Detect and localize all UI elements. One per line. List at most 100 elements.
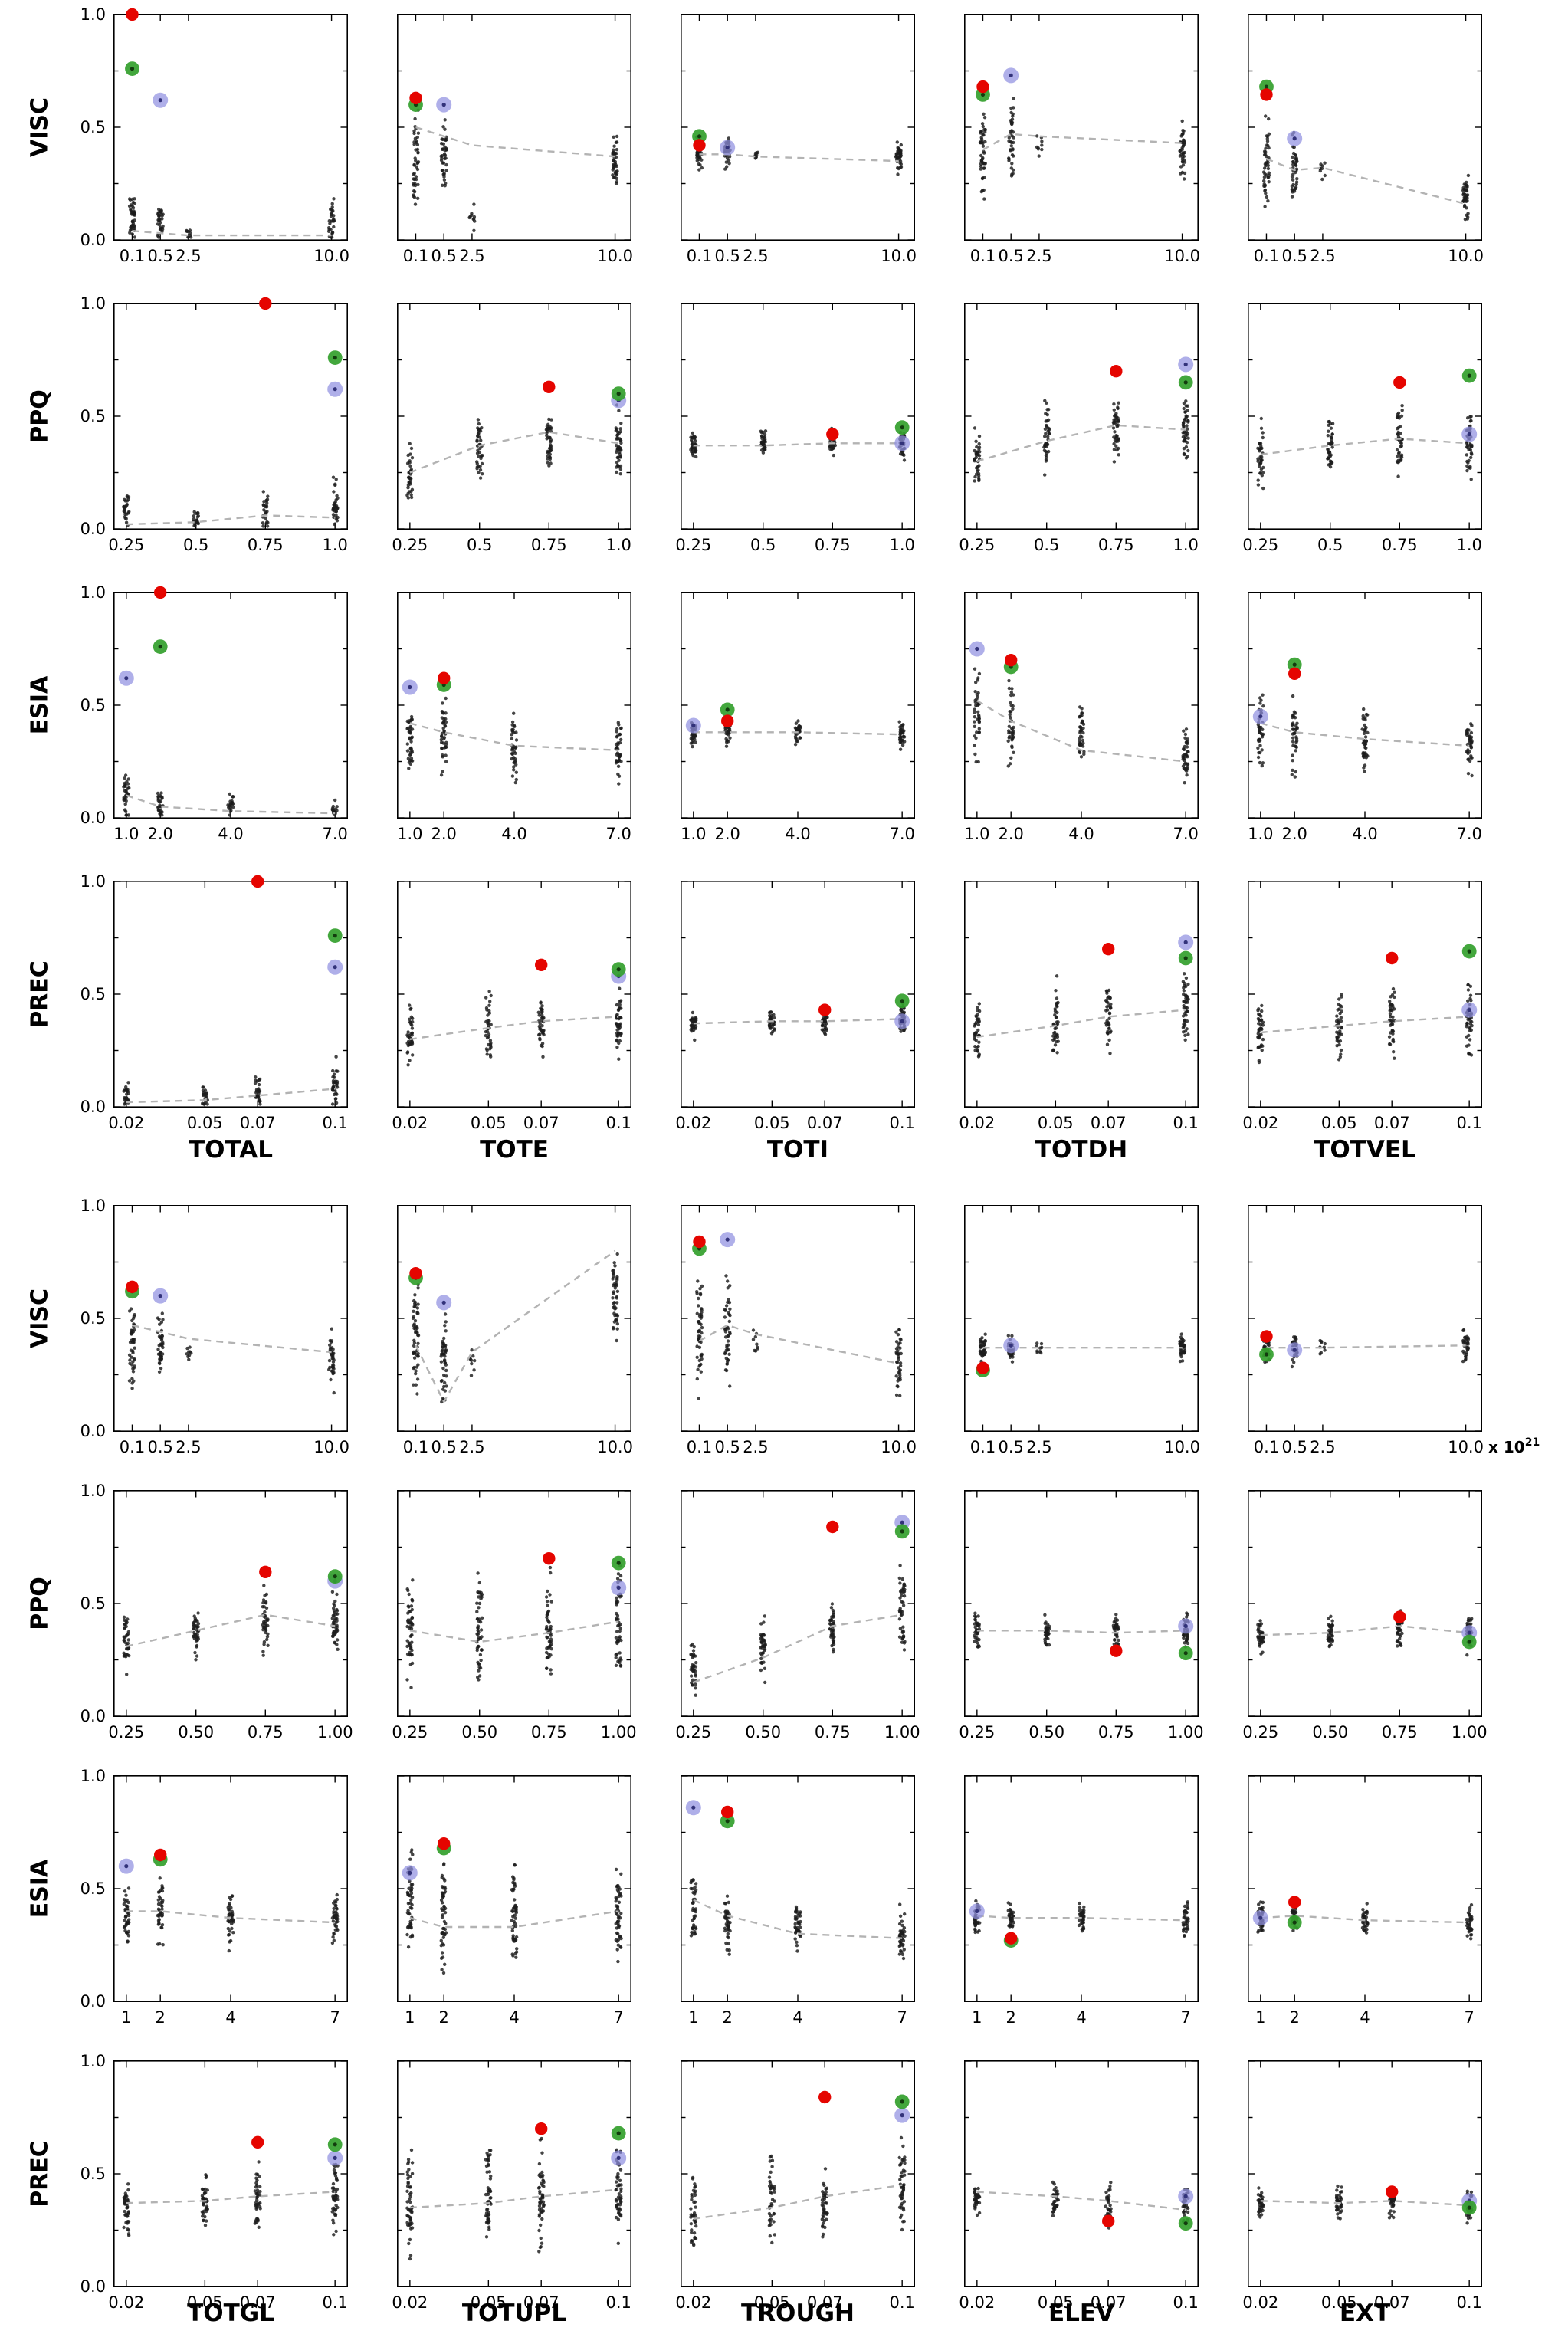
panel-ppq-totgl: 0.25 0.50 0.75 1.00	[108, 1490, 353, 1741]
x-tick-label: 0.1	[687, 1438, 712, 1456]
axis-ticks	[965, 592, 1198, 819]
x-tick-label: 2.5	[459, 1438, 484, 1456]
marker-red-dot	[438, 1837, 451, 1850]
x-tick-label: 7	[1181, 2008, 1191, 2027]
panel-prec-totupl: 0.02 0.05 0.07 0.1	[392, 2060, 631, 2312]
panel-visc-totupl: 0.1 0.5 2.5 10.0	[397, 1205, 633, 1456]
axes-border	[113, 14, 348, 241]
x-tick-label: 1.00	[601, 1723, 637, 1741]
x-tick-label: 2	[156, 2008, 166, 2027]
marker-red-dot	[154, 586, 167, 599]
scatter-points	[127, 1307, 336, 1395]
marker-red-dot	[693, 139, 706, 152]
axis-ticks	[398, 1490, 631, 1717]
axes-border	[1248, 881, 1482, 1108]
x-tick-label: 0.05	[1321, 2293, 1357, 2312]
scatter-points	[1256, 1609, 1474, 1657]
axes-border	[681, 1775, 915, 2002]
x-tick-label: 0.5	[1281, 247, 1307, 265]
x-tick-label: 0.75	[1098, 536, 1134, 554]
axis-ticks	[1248, 881, 1481, 1108]
axis-ticks	[114, 2060, 347, 2287]
panel-esia-trough: 1 2 4 7	[681, 1775, 915, 2027]
trend-dashed-line	[699, 153, 899, 162]
x-tick-label: 2.0	[714, 825, 740, 843]
marker-blue-dot	[894, 435, 910, 451]
axis-ticks	[681, 2060, 914, 2287]
axis-ticks	[965, 303, 1198, 530]
axis-multiplier-note: x 1021	[1488, 1436, 1540, 1456]
panel-prec-totgl: 0.02 0.05 0.07 0.1	[108, 2060, 348, 2312]
marker-red-dot	[976, 1361, 989, 1374]
x-tick-label: 1.0	[964, 825, 989, 843]
marker-red-dot	[818, 1003, 832, 1016]
x-tick-label: 0.05	[1038, 1114, 1074, 1132]
marker-red-dot	[438, 671, 451, 684]
scatter-points	[122, 475, 340, 528]
marker-green-dot	[1178, 2216, 1193, 2231]
marker-red-dot	[721, 714, 734, 727]
axis-ticks	[681, 14, 914, 241]
x-tick-label: 0.1	[1173, 1114, 1198, 1132]
x-tick-label: 0.07	[807, 1114, 843, 1132]
marker-green-dot	[692, 129, 707, 144]
x-tick-label: 0.07	[1374, 1114, 1410, 1132]
scatter-points	[122, 1055, 340, 1106]
trend-dashed-line	[415, 126, 615, 158]
x-tick-label: 7.0	[1173, 825, 1198, 843]
row-label-prec: PREC	[26, 960, 54, 1028]
marker-blue-dot	[1461, 1002, 1478, 1018]
marker-green-dot	[1461, 944, 1477, 959]
marker-red-dot	[818, 2090, 832, 2104]
x-tick-label: 0.75	[1382, 1723, 1418, 1741]
x-tick-label: 4	[509, 2008, 519, 2027]
marker-blue-dot	[1461, 426, 1478, 442]
trend-dashed-line	[126, 1613, 336, 1648]
x-tick-label: 0.07	[523, 1114, 559, 1132]
x-tick-label: 0.02	[959, 2293, 995, 2312]
row-label-prec: PREC	[26, 2140, 54, 2208]
panel-visc-totdh: 0.1 0.5 2.5 10.0	[964, 14, 1200, 265]
column-label-total: TOTAL	[189, 1136, 273, 1164]
marker-blue-dot	[153, 92, 169, 108]
axes-border	[1248, 2060, 1482, 2287]
axes-border	[113, 1490, 348, 1717]
marker-red-dot	[259, 1565, 272, 1578]
x-tick-label: 4	[1076, 2008, 1086, 2027]
x-tick-label: 0.25	[675, 536, 711, 554]
panel-esia-total: 1.0 2.0 4.0 7.0	[113, 586, 348, 843]
x-tick-label: 0.1	[605, 1114, 631, 1132]
x-tick-label: 1.0	[889, 536, 914, 554]
y-tick-label: 0.5	[80, 2165, 106, 2183]
marker-green-dot	[1287, 657, 1302, 672]
x-tick-label: 0.25	[675, 1723, 711, 1741]
axes-border	[113, 2060, 348, 2287]
x-tick-label: 1.00	[1452, 1723, 1488, 1741]
marker-red-dot	[976, 80, 989, 94]
trend-dashed-line	[409, 1910, 619, 1929]
marker-blue-dot	[1003, 67, 1019, 84]
column-label-totdh: TOTDH	[1035, 1136, 1128, 1164]
x-tick-label: 10.0	[1164, 1438, 1200, 1456]
x-tick-label: 0.1	[605, 2293, 631, 2312]
axis-ticks	[398, 1205, 631, 1432]
marker-green-dot	[1178, 375, 1193, 390]
x-tick-label: 2.5	[743, 1438, 768, 1456]
column-label-tote: TOTE	[480, 1136, 549, 1164]
axis-ticks	[1248, 1775, 1481, 2002]
marker-red-dot	[1102, 2214, 1115, 2227]
x-tick-label: 0.05	[1321, 1114, 1357, 1132]
x-tick-label: 4	[1360, 2008, 1370, 2027]
x-tick-label: 1.0	[605, 536, 631, 554]
x-tick-label: 0.02	[675, 2293, 711, 2312]
marker-green-dot	[153, 639, 168, 654]
y-tick-label: 0.5	[80, 985, 106, 1003]
x-tick-label: 0.25	[1242, 536, 1278, 554]
y-tick-label: 0.5	[80, 1879, 106, 1898]
marker-blue-dot	[1287, 130, 1303, 146]
x-tick-label: 2.0	[431, 825, 456, 843]
x-tick-label: 0.25	[108, 536, 144, 554]
scatter-points	[978, 97, 1187, 201]
trend-dashed-line	[1260, 438, 1470, 456]
x-tick-label: 10.0	[1448, 1438, 1484, 1456]
